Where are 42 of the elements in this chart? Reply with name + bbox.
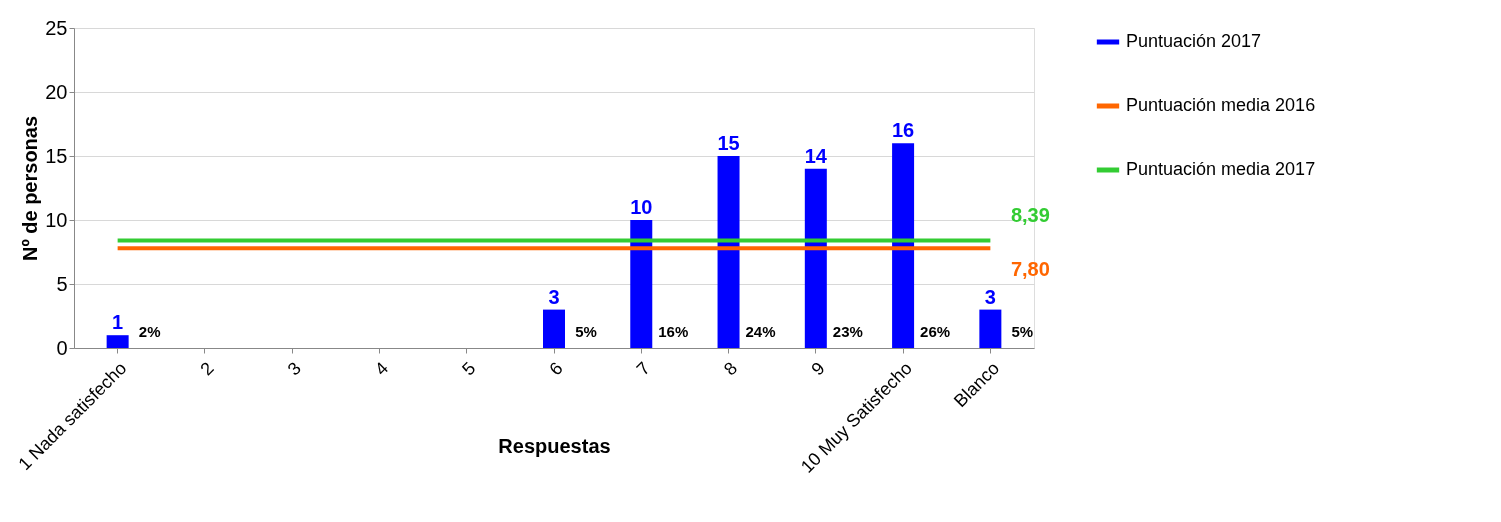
x-tick-label: 8 [720, 358, 742, 380]
bar [804, 168, 827, 348]
annotation: 16% [658, 323, 689, 340]
data-label: 10 [630, 196, 653, 218]
annotation: 2% [138, 323, 161, 340]
bar [717, 156, 740, 348]
bar [543, 309, 565, 348]
bar [979, 309, 1002, 348]
data-label: 3 [984, 285, 996, 308]
data-label: 3 [548, 285, 560, 308]
bar [630, 220, 653, 348]
y-tick-label: 20 [45, 80, 68, 103]
data-label: 15 [717, 132, 740, 154]
y-tick-label: 25 [45, 16, 68, 39]
x-tick-label: 2 [196, 358, 218, 380]
y-tick-label: 0 [56, 336, 68, 359]
y-axis-title: Nº de personas [19, 115, 42, 262]
data-label: 8,39 [1010, 203, 1050, 226]
x-tick-label: 6 [545, 358, 567, 380]
y-tick-label: 5 [56, 272, 68, 295]
legend-label: Puntuación media 2016 [1126, 95, 1316, 115]
legend-label: Puntuación 2017 [1126, 31, 1262, 51]
legend-label: Puntuación media 2017 [1126, 159, 1316, 179]
data-label: 14 [804, 144, 828, 167]
annotation: 5% [575, 323, 597, 340]
bar [892, 143, 915, 348]
data-label: 7,80 [1010, 258, 1050, 281]
annotation: 26% [920, 323, 951, 340]
x-tick-label: 5 [458, 358, 480, 380]
x-tick-label: 7 [632, 358, 654, 380]
annotation: 23% [832, 323, 863, 340]
x-tick-label: 3 [283, 358, 305, 380]
y-tick-label: 15 [45, 144, 68, 167]
x-tick-label: 9 [807, 358, 829, 380]
bar [106, 335, 129, 348]
data-label: 1 [112, 311, 124, 334]
annotation: 24% [745, 323, 776, 340]
data-label: 16 [891, 119, 915, 142]
x-axis-title: Respuestas [498, 434, 611, 457]
y-tick-label: 10 [45, 208, 68, 231]
annotation: 5% [1011, 323, 1034, 340]
x-tick-label: 4 [370, 358, 393, 380]
